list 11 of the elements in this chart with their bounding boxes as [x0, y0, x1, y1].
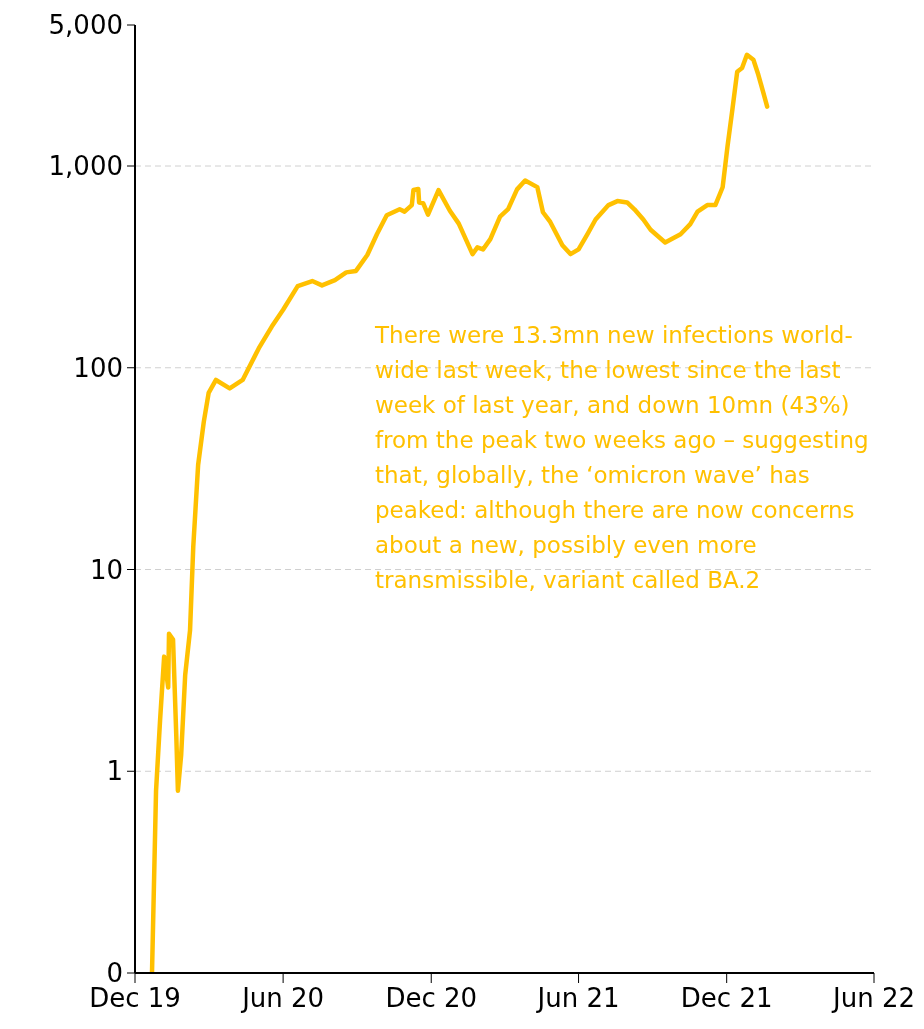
y-tick-label: 10	[89, 554, 123, 585]
y-tick-label: 100	[73, 352, 123, 383]
x-tick-label: Dec 21	[680, 983, 773, 1014]
y-tick-label: 1,000	[48, 151, 123, 182]
x-tick-label: Jun 20	[240, 983, 325, 1014]
annotation: There were 13.3mn new infections world-wide last week, the lowest since the last week of last year, and down 10mn (43%) from the peak two weeks ago – suggesting that, globally, the ‘omicron wave’ has peaked: although there are now concerns about a new, possibly even more transmissible, variant called BA.2	[375, 321, 870, 595]
y-tick-label: 1	[106, 756, 123, 787]
y-tick-label: 5,000	[48, 10, 123, 41]
x-tick-label: Jun 21	[535, 983, 620, 1014]
x-tick-label: Jun 22	[831, 983, 915, 1014]
x-tick-label: Dec 20	[385, 983, 478, 1014]
